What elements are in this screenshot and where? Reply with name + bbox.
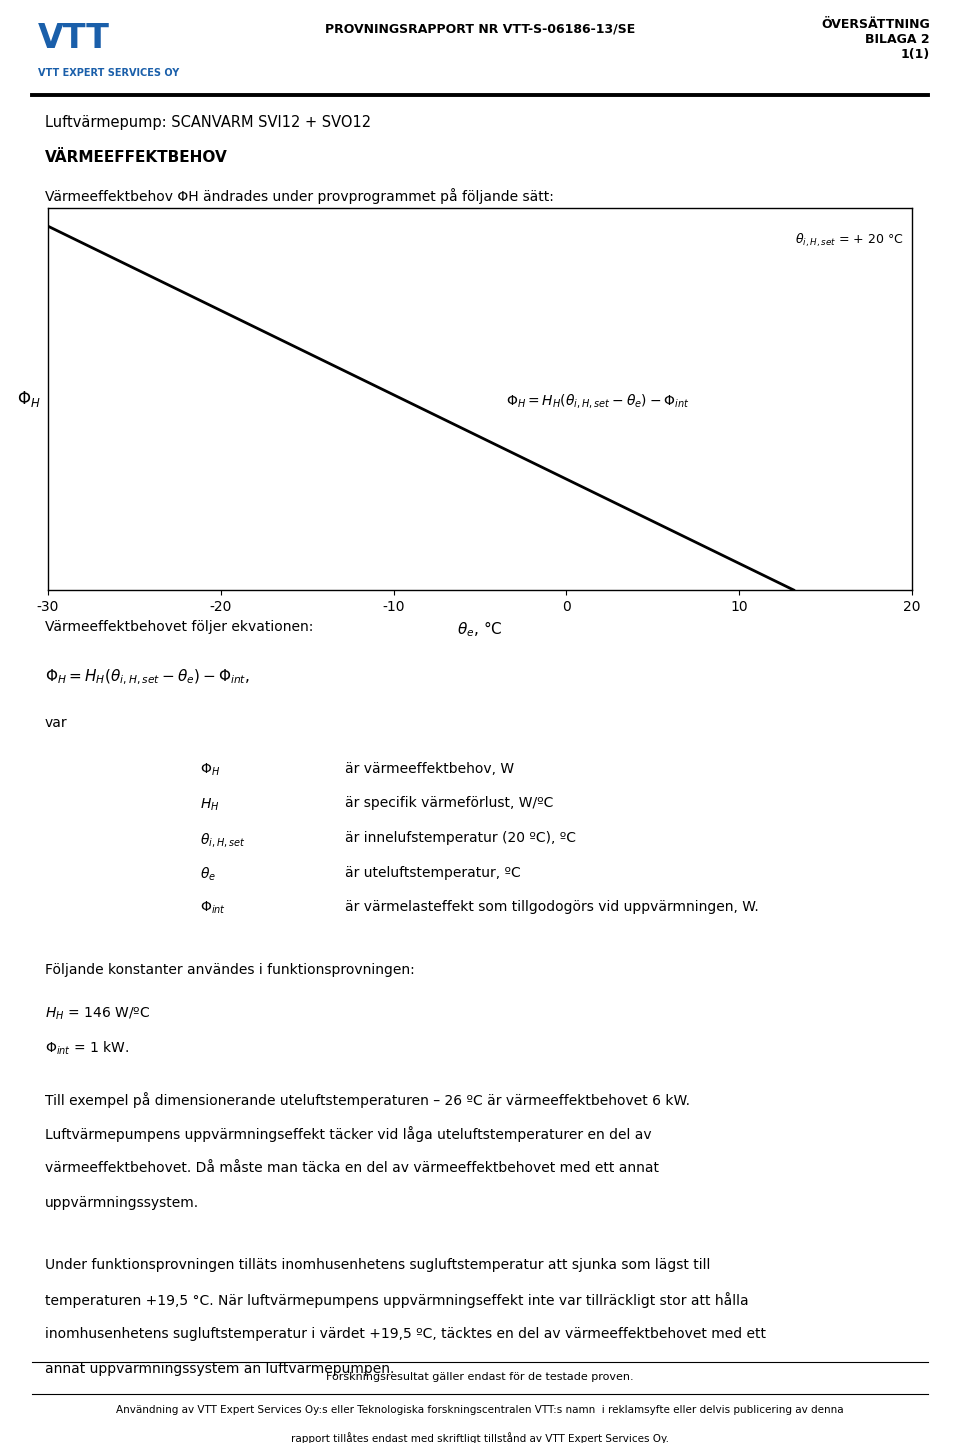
Text: värmeeffektbehovet. Då måste man täcka en del av värmeeffektbehovet med ett anna: värmeeffektbehovet. Då måste man täcka e… (45, 1162, 659, 1175)
Text: är specifik värmeförlust, W/ºC: är specifik värmeförlust, W/ºC (345, 797, 553, 811)
Text: är värmelasteffekt som tillgodogörs vid uppvärmningen, W.: är värmelasteffekt som tillgodogörs vid … (345, 900, 758, 913)
Text: $\Phi_{int}$ = 1 kW.: $\Phi_{int}$ = 1 kW. (45, 1040, 130, 1058)
Text: Under funktionsprovningen tilläts inomhusenhetens sugluftstemperatur att sjunka : Under funktionsprovningen tilläts inomhu… (45, 1258, 710, 1271)
Text: VTT EXPERT SERVICES OY: VTT EXPERT SERVICES OY (38, 68, 180, 78)
Text: $\theta_{i,H,set}$: $\theta_{i,H,set}$ (200, 831, 246, 848)
Text: inomhusenhetens sugluftstemperatur i värdet +19,5 ºC, täcktes en del av värmeeff: inomhusenhetens sugluftstemperatur i vär… (45, 1328, 766, 1341)
Text: $\Phi_H$: $\Phi_H$ (200, 762, 220, 778)
Text: är innelufstemperatur (20 ºC), ºC: är innelufstemperatur (20 ºC), ºC (345, 831, 576, 846)
Text: var: var (45, 716, 67, 730)
Text: $\Phi_H = H_H(\theta_{i,H,set}-\theta_e)-\Phi_{int}$: $\Phi_H = H_H(\theta_{i,H,set}-\theta_e)… (506, 392, 689, 410)
Text: temperaturen +19,5 °C. När luftvärmepumpens uppvärmningseffekt inte var tillräck: temperaturen +19,5 °C. När luftvärmepump… (45, 1293, 749, 1309)
Text: rapport tillåtes endast med skriftligt tillstånd av VTT Expert Services Oy.: rapport tillåtes endast med skriftligt t… (291, 1431, 669, 1443)
Text: $\theta_{i,H,set}$ = + 20 $\degree$C: $\theta_{i,H,set}$ = + 20 $\degree$C (795, 232, 903, 250)
Text: Luftvärmepumpens uppvärmningseffekt täcker vid låga uteluftstemperaturer en del : Luftvärmepumpens uppvärmningseffekt täck… (45, 1127, 652, 1143)
Text: VTT: VTT (38, 22, 109, 55)
Text: Värmeeffektbehov ΦH ändrades under provprogrammet på följande sätt:: Värmeeffektbehov ΦH ändrades under provp… (45, 188, 554, 203)
Text: är värmeeffektbehov, W: är värmeeffektbehov, W (345, 762, 515, 776)
Text: uppvärmningssystem.: uppvärmningssystem. (45, 1195, 199, 1209)
X-axis label: $\theta_e$, $\degree$C: $\theta_e$, $\degree$C (457, 619, 503, 639)
Text: VÄRMEEFFEKTBEHOV: VÄRMEEFFEKTBEHOV (45, 150, 228, 165)
Text: $\Phi_{int}$: $\Phi_{int}$ (200, 900, 226, 916)
Text: Forskningsresultat gäller endast för de testade proven.: Forskningsresultat gäller endast för de … (326, 1372, 634, 1382)
Text: $\theta_e$: $\theta_e$ (200, 866, 216, 883)
Text: Luftvärmepump: SCANVARM SVI12 + SVO12: Luftvärmepump: SCANVARM SVI12 + SVO12 (45, 115, 372, 130)
Text: Följande konstanter användes i funktionsprovningen:: Följande konstanter användes i funktions… (45, 962, 415, 977)
Text: Till exempel på dimensionerande uteluftstemperaturen – 26 ºC är värmeeffektbehov: Till exempel på dimensionerande utelufts… (45, 1092, 690, 1108)
Text: $H_H$ = 146 W/ºC: $H_H$ = 146 W/ºC (45, 1006, 151, 1022)
Text: Värmeeffektbehovet följer ekvationen:: Värmeeffektbehovet följer ekvationen: (45, 620, 313, 633)
Text: Användning av VTT Expert Services Oy:s eller Teknologiska forskningscentralen VT: Användning av VTT Expert Services Oy:s e… (116, 1405, 844, 1416)
Text: annat uppvärmningssystem än luftvärmepumpen.: annat uppvärmningssystem än luftvärmepum… (45, 1362, 395, 1375)
Text: $\Phi_H = H_H(\theta_{i,H,set}-\theta_e)-\Phi_{int},$: $\Phi_H = H_H(\theta_{i,H,set}-\theta_e)… (45, 668, 250, 687)
Y-axis label: $\Phi_H$: $\Phi_H$ (16, 390, 40, 408)
Text: PROVNINGSRAPPORT NR VTT-S-06186-13/SE: PROVNINGSRAPPORT NR VTT-S-06186-13/SE (324, 22, 636, 35)
Text: $H_H$: $H_H$ (200, 797, 220, 812)
Text: är uteluftstemperatur, ºC: är uteluftstemperatur, ºC (345, 866, 520, 879)
Text: ÖVERSÄTTNING
BILAGA 2
1(1): ÖVERSÄTTNING BILAGA 2 1(1) (821, 17, 930, 61)
